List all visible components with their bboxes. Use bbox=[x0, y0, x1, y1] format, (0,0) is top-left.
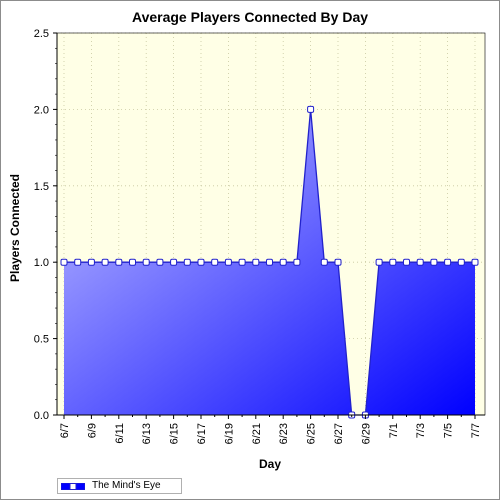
data-point bbox=[334, 258, 342, 266]
data-point bbox=[170, 258, 178, 266]
data-point bbox=[389, 258, 397, 266]
data-point bbox=[471, 258, 479, 266]
data-point bbox=[444, 258, 452, 266]
data-point bbox=[224, 258, 232, 266]
plot-border bbox=[56, 32, 486, 416]
data-point bbox=[101, 258, 109, 266]
data-point bbox=[320, 258, 328, 266]
data-point bbox=[197, 258, 205, 266]
legend: The Mind's Eye bbox=[57, 478, 182, 494]
x-tick-label: 6/11 bbox=[114, 423, 126, 444]
y-tick-label: 2.5 bbox=[34, 28, 49, 40]
x-tick-label: 6/29 bbox=[360, 423, 372, 444]
x-ticks: 6/7 6/9 6/11 6/13 6/15 6/17 6/19 6/21 6/23 6/25 6/… bbox=[59, 415, 482, 444]
data-point bbox=[129, 258, 136, 266]
x-tick-label: 6/7 bbox=[59, 423, 71, 438]
x-axis-label: Day bbox=[258, 457, 281, 471]
data-point bbox=[416, 258, 424, 266]
x-tick-label: 7/3 bbox=[415, 423, 427, 438]
x-tick-label: 7/7 bbox=[470, 423, 482, 438]
x-tick-label: 7/1 bbox=[388, 423, 400, 438]
x-tick-label: 6/17 bbox=[196, 423, 208, 444]
y-tick-label: 0.0 bbox=[34, 410, 49, 422]
data-point bbox=[238, 258, 246, 266]
x-tick-label: 6/19 bbox=[223, 423, 235, 444]
legend-swatch-icon bbox=[61, 483, 85, 490]
x-tick-label: 6/9 bbox=[86, 423, 98, 438]
data-point bbox=[74, 258, 82, 266]
x-tick-label: 6/25 bbox=[306, 423, 318, 444]
data-point bbox=[403, 258, 410, 266]
x-tick-label: 6/21 bbox=[251, 423, 263, 444]
x-tick-label: 6/23 bbox=[278, 423, 290, 444]
data-point bbox=[252, 258, 260, 266]
data-point bbox=[142, 258, 150, 266]
x-tick-label: 6/27 bbox=[333, 423, 345, 444]
data-point bbox=[115, 258, 123, 266]
data-point bbox=[279, 258, 287, 266]
legend-label: The Mind's Eye bbox=[92, 480, 161, 491]
x-tick-label: 6/13 bbox=[141, 423, 153, 444]
data-point bbox=[266, 258, 273, 266]
data-point bbox=[183, 258, 191, 266]
y-tick-label: 2.0 bbox=[34, 104, 49, 116]
x-tick-label: 7/5 bbox=[443, 423, 455, 438]
data-point bbox=[375, 258, 383, 266]
data-point bbox=[293, 258, 301, 266]
data-point bbox=[430, 258, 438, 266]
data-point bbox=[60, 258, 68, 266]
chart-title: Average Players Connected By Day bbox=[131, 9, 369, 25]
y-tick-label: 1.0 bbox=[34, 257, 49, 269]
data-point bbox=[156, 258, 164, 266]
y-tick-label: 1.5 bbox=[34, 181, 49, 193]
y-tick-label: 0.5 bbox=[34, 334, 49, 346]
data-point bbox=[87, 258, 95, 266]
y-ticks: 0.0 0.5 1.0 1.5 2.0 2.5 bbox=[34, 28, 57, 422]
data-point bbox=[307, 105, 315, 113]
x-tick-label: 6/15 bbox=[169, 423, 181, 444]
data-point bbox=[457, 258, 465, 266]
data-point bbox=[211, 258, 219, 266]
